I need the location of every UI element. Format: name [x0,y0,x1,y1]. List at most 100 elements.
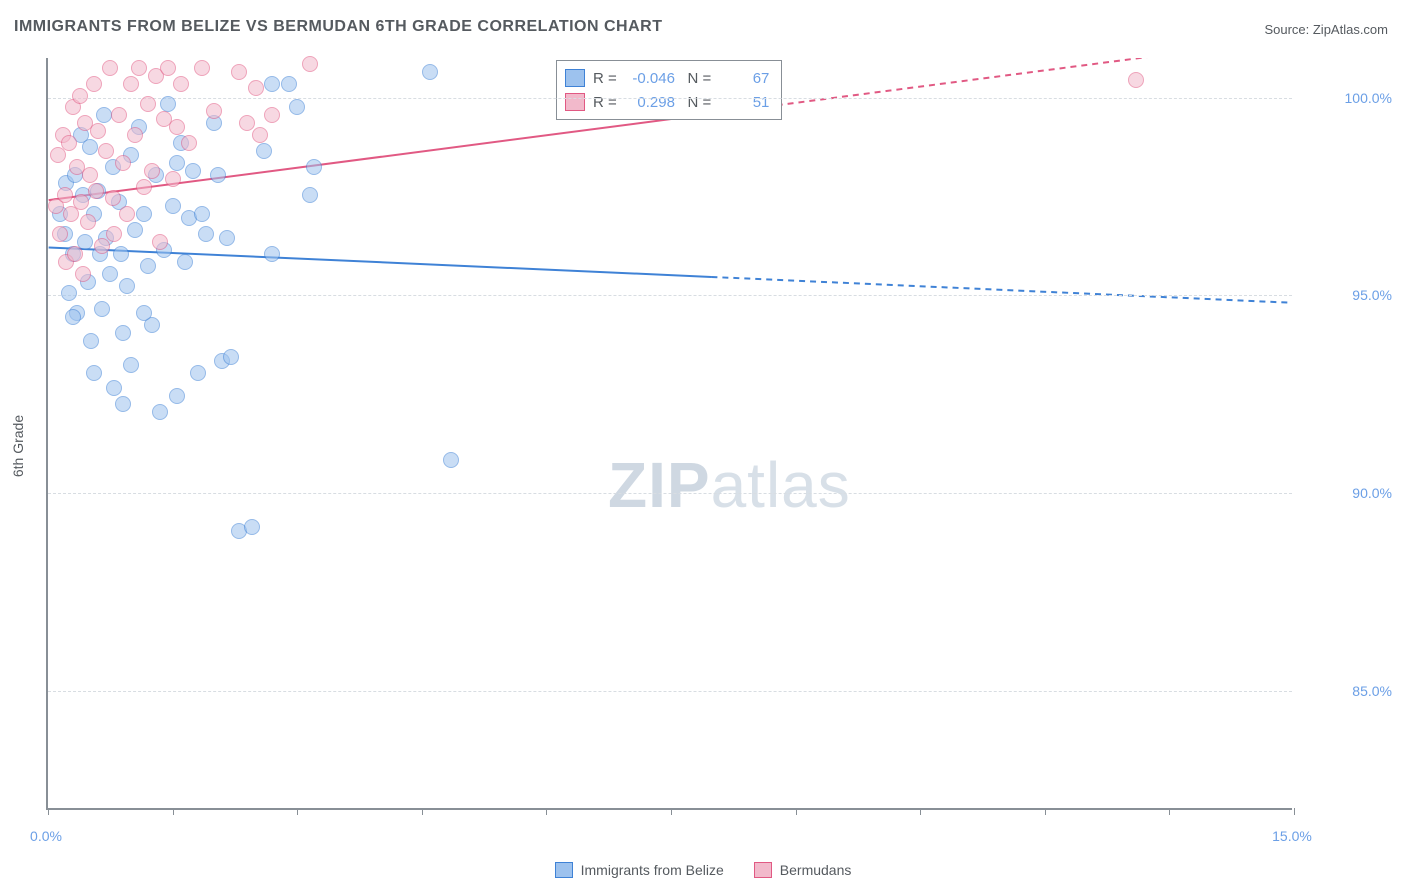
scatter-point-bermudans [248,80,264,96]
scatter-point-bermudans [75,266,91,282]
scatter-point-belize [123,357,139,373]
gridline-horizontal [48,295,1292,296]
scatter-point-bermudans [94,238,110,254]
scatter-point-bermudans [231,64,247,80]
x-tick [1294,808,1295,815]
scatter-point-belize [127,222,143,238]
trend-lines-layer [48,58,1292,808]
scatter-point-bermudans [111,107,127,123]
scatter-point-bermudans [194,60,210,76]
scatter-point-bermudans [115,155,131,171]
gridline-horizontal [48,691,1292,692]
scatter-point-belize [83,333,99,349]
scatter-point-bermudans [90,123,106,139]
scatter-point-belize [113,246,129,262]
scatter-point-belize [136,305,152,321]
scatter-point-bermudans [181,135,197,151]
scatter-point-belize [185,163,201,179]
scatter-point-bermudans [252,127,268,143]
y-tick-label: 100.0% [1302,90,1392,106]
y-tick-label: 90.0% [1302,485,1392,501]
watermark-prefix: ZIP [608,449,711,521]
scatter-point-belize [152,404,168,420]
y-tick-label: 95.0% [1302,287,1392,303]
scatter-point-belize [210,167,226,183]
stats-row-bermudans: R = 0.298 N = 51 [565,90,769,114]
scatter-point-belize [302,187,318,203]
scatter-point-belize [306,159,322,175]
scatter-point-belize [443,452,459,468]
scatter-point-bermudans [102,60,118,76]
scatter-point-belize [219,230,235,246]
scatter-point-bermudans [206,103,222,119]
scatter-point-belize [82,139,98,155]
scatter-point-belize [65,309,81,325]
scatter-point-belize [244,519,260,535]
scatter-point-bermudans [52,226,68,242]
scatter-point-belize [223,349,239,365]
source-attribution: Source: ZipAtlas.com [1264,22,1388,37]
legend-label-belize: Immigrants from Belize [581,862,724,878]
scatter-point-belize [106,380,122,396]
scatter-point-belize [190,365,206,381]
scatter-point-belize [119,278,135,294]
scatter-point-bermudans [144,163,160,179]
scatter-point-belize [94,301,110,317]
scatter-point-belize [115,325,131,341]
stats-row-belize: R = -0.046 N = 67 [565,66,769,90]
gridline-horizontal [48,493,1292,494]
x-tick [920,808,921,815]
correlation-stats-box: R = -0.046 N = 67 R = 0.298 N = 51 [556,60,782,120]
scatter-point-bermudans [106,226,122,242]
x-tick [671,808,672,815]
scatter-point-bermudans [123,76,139,92]
scatter-point-bermudans [173,76,189,92]
scatter-point-bermudans [73,194,89,210]
scatter-point-bermudans [72,88,88,104]
x-tick [1045,808,1046,815]
y-axis-label: 6th Grade [10,415,26,477]
bottom-legend: Immigrants from Belize Bermudans [0,862,1406,878]
scatter-point-bermudans [131,60,147,76]
watermark-suffix: atlas [711,449,851,521]
scatter-point-belize [198,226,214,242]
scatter-point-bermudans [152,234,168,250]
scatter-point-bermudans [80,214,96,230]
scatter-point-bermudans [160,60,176,76]
x-tick [173,808,174,815]
scatter-point-bermudans [105,190,121,206]
x-tick [48,808,49,815]
scatter-point-belize [289,99,305,115]
legend-label-bermudans: Bermudans [780,862,852,878]
x-tick [297,808,298,815]
chart-title: IMMIGRANTS FROM BELIZE VS BERMUDAN 6TH G… [14,18,662,36]
stats-text-belize: R = -0.046 N = 67 [593,70,769,87]
x-tick [796,808,797,815]
scatter-point-bermudans [119,206,135,222]
x-tick-label: 0.0% [30,828,62,844]
scatter-point-belize [281,76,297,92]
scatter-point-belize [61,285,77,301]
scatter-point-bermudans [82,167,98,183]
scatter-point-bermudans [67,246,83,262]
scatter-point-bermudans [302,56,318,72]
scatter-point-belize [264,246,280,262]
scatter-point-belize [169,388,185,404]
legend-item-bermudans: Bermudans [754,862,852,878]
source-value: ZipAtlas.com [1313,22,1388,37]
scatter-point-belize [115,396,131,412]
stats-text-bermudans: R = 0.298 N = 51 [593,94,769,111]
scatter-point-bermudans [264,107,280,123]
scatter-point-bermudans [169,119,185,135]
gridline-horizontal [48,98,1292,99]
scatter-point-bermudans [165,171,181,187]
scatter-point-belize [136,206,152,222]
x-tick [1169,808,1170,815]
scatter-point-belize [86,365,102,381]
y-tick-label: 85.0% [1302,683,1392,699]
x-tick-label: 15.0% [1272,828,1312,844]
scatter-point-belize [140,258,156,274]
legend-item-belize: Immigrants from Belize [555,862,724,878]
scatter-point-belize [194,206,210,222]
scatter-point-belize [169,155,185,171]
